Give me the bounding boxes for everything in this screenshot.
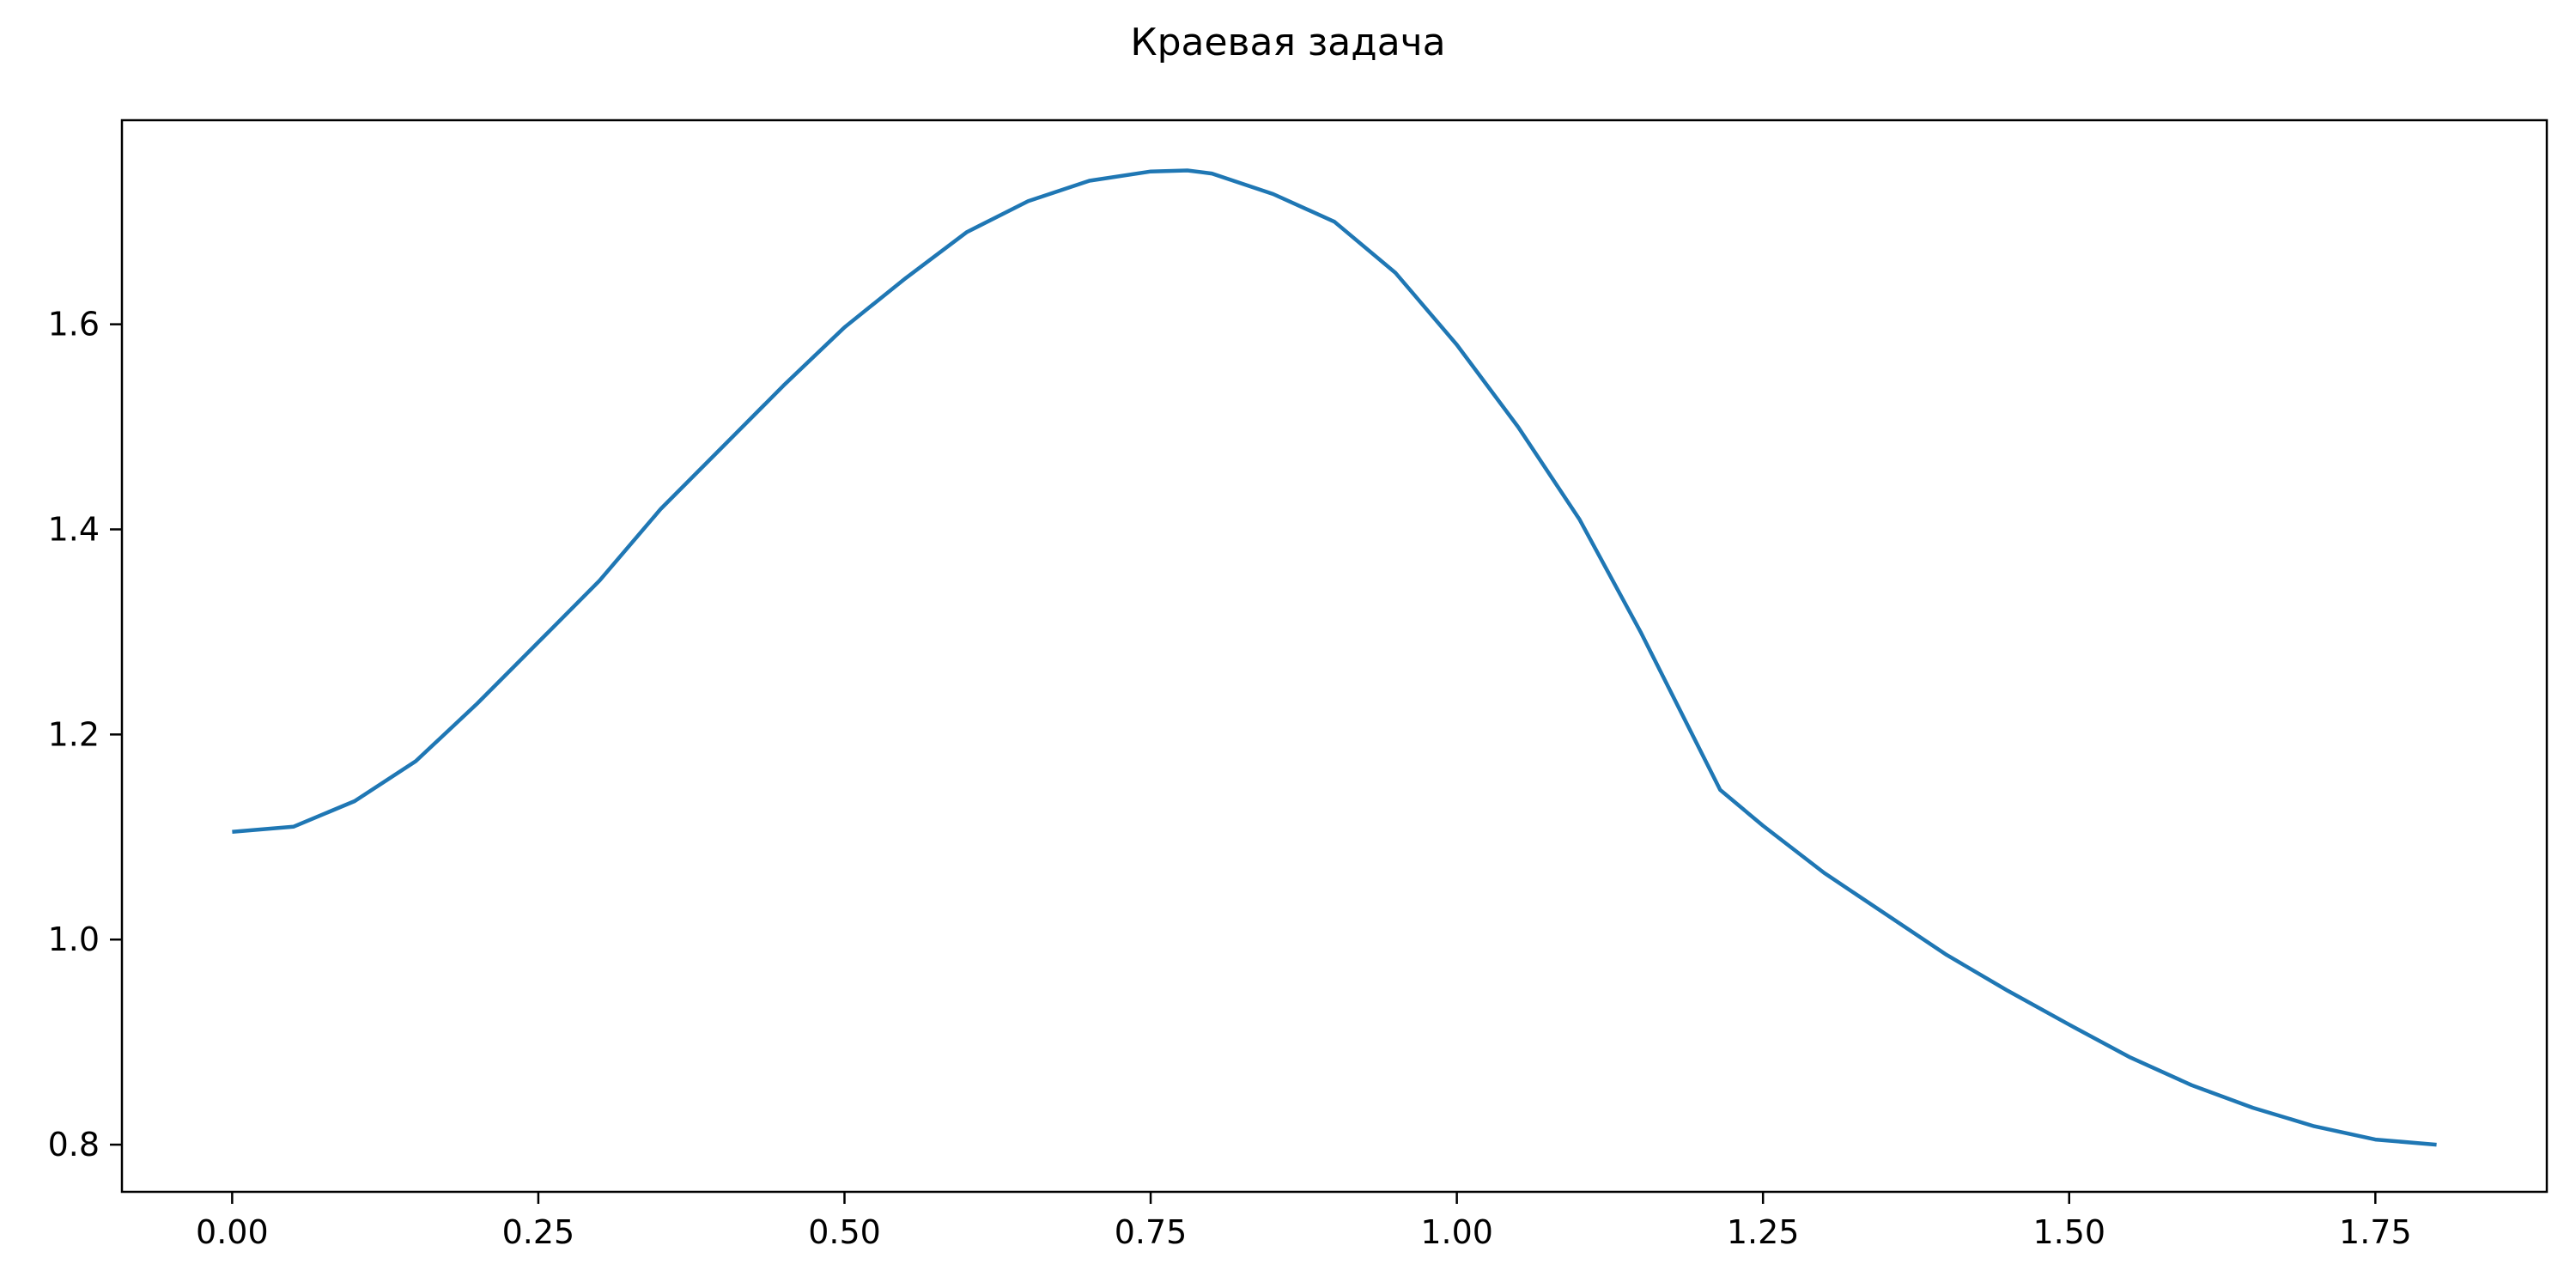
x-tick-label: 0.25: [502, 1213, 575, 1251]
series-layer: [232, 168, 2437, 1147]
y-tick-label: 1.0: [48, 920, 100, 958]
chart-title: Краевая задача: [1130, 21, 1445, 64]
plot-area-frame: [120, 118, 2549, 1194]
x-tick-label: 1.25: [1727, 1213, 1800, 1251]
x-tick-label: 0.75: [1115, 1213, 1188, 1251]
x-axis: 0.00 0.25 0.50 0.75 1.00 1.25 1.50 1.75: [196, 1192, 2412, 1251]
y-tick-label: 1.6: [48, 306, 100, 343]
x-tick-label: 1.00: [1420, 1213, 1493, 1251]
y-tick-label: 1.2: [48, 715, 100, 753]
x-tick-label: 0.00: [196, 1213, 269, 1251]
series-line: [232, 168, 2437, 1147]
x-tick-label: 1.75: [2339, 1213, 2412, 1251]
y-tick-label: 1.4: [48, 511, 100, 549]
x-tick-label: 1.50: [2032, 1213, 2105, 1251]
x-tick-label: 0.50: [808, 1213, 881, 1251]
y-tick-label: 0.8: [48, 1126, 100, 1163]
y-axis: 0.8 1.0 1.2 1.4 1.6: [48, 306, 122, 1163]
